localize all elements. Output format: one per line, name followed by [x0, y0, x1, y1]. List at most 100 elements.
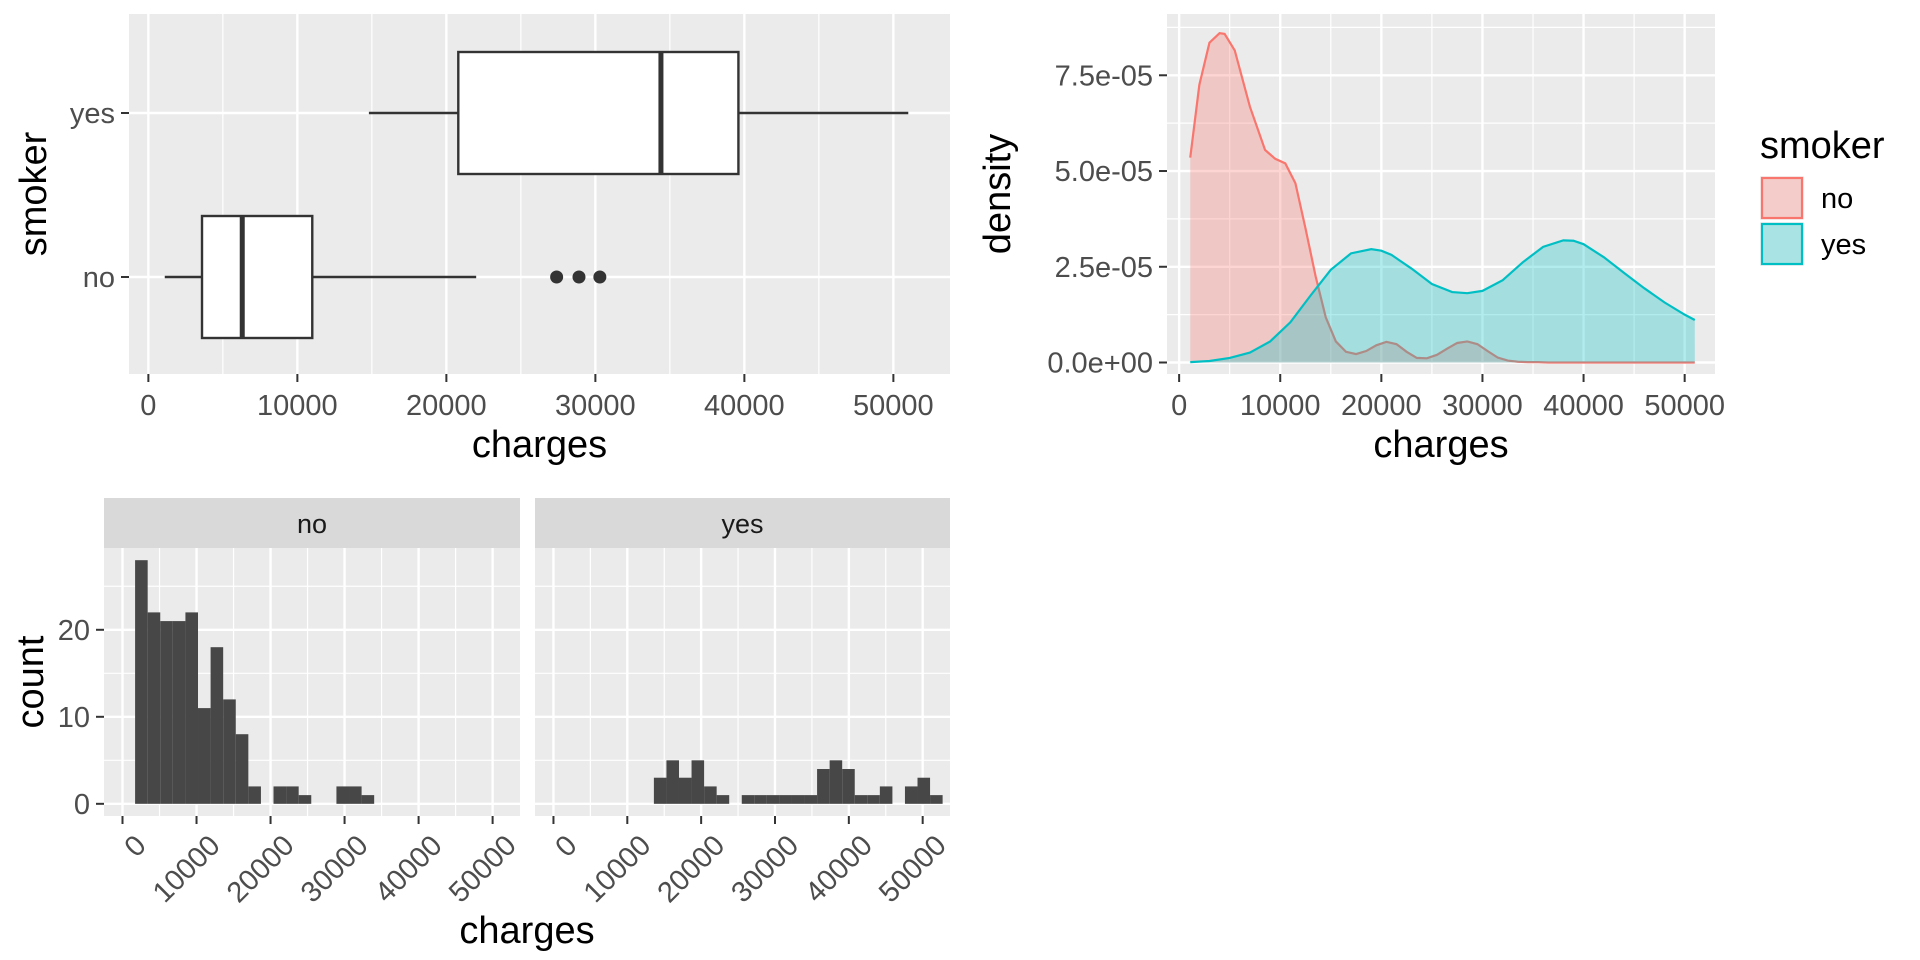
histogram-bar: [678, 777, 692, 804]
histogram-bar: [147, 612, 161, 804]
histogram-bar: [172, 621, 186, 804]
histogram-bar: [273, 786, 287, 804]
box-iqr-rect: [200, 214, 314, 340]
histogram-x-tick-label: 50000: [873, 829, 953, 909]
boxplot-x-tick-label: 30000: [555, 390, 636, 422]
histogram-bar: [766, 795, 780, 804]
histogram-bar: [210, 647, 224, 804]
boxplot-x-tick-label: 0: [140, 390, 156, 422]
density-y-tick-label: 2.5e-05: [1055, 252, 1153, 284]
histogram-bar: [754, 795, 767, 804]
density-x-axis-title: charges: [1373, 424, 1508, 466]
density-area-yes: [1190, 240, 1695, 363]
histogram-bar: [248, 786, 261, 804]
density-series-yes: [1190, 239, 1696, 364]
histogram-x-tick-label: 0: [119, 829, 153, 863]
histogram-x-tick-label: 20000: [221, 829, 301, 909]
histogram-bar: [666, 760, 679, 804]
histogram-bar: [198, 708, 211, 804]
histogram-x-axis-title: charges: [459, 910, 594, 952]
histogram-x-tick-label: 10000: [147, 829, 227, 909]
histogram-x-tick-label: 0: [550, 829, 584, 863]
boxplot-y-tick-label: no: [83, 262, 115, 294]
histogram-bar: [223, 699, 236, 804]
box-yes: [368, 50, 909, 176]
boxplot-x-axis-title: charges: [472, 424, 607, 466]
density-y-tick-label: 5.0e-05: [1055, 156, 1153, 188]
boxplot-x-tick-label: 20000: [406, 390, 487, 422]
boxplot-x-tick-label: 50000: [853, 390, 934, 422]
boxplot-panel: 0 10000 20000 30000 40000 50000 no yes charges sm…: [13, 14, 950, 466]
histogram-bar: [653, 777, 667, 804]
histogram-bar: [716, 795, 730, 804]
legend-key-background: [1760, 222, 1804, 266]
box-outlier-point: [550, 270, 564, 284]
box-no: [164, 214, 607, 340]
histogram-bar: [854, 795, 868, 804]
facet-strip: [104, 498, 520, 548]
density-series-no: [1189, 31, 1695, 364]
histogram-x-tick-label: 20000: [652, 829, 732, 909]
histogram-x-tick-label: 50000: [443, 829, 523, 909]
histogram-panel: no01000020000300004000050000yes010000200…: [10, 498, 953, 952]
histogram-bar: [917, 777, 931, 804]
histogram-bar: [804, 795, 818, 804]
histogram-y-axis-title: count: [10, 635, 52, 728]
histogram-bar: [135, 560, 148, 804]
density-plot-background: [1167, 14, 1715, 374]
density-line-yes: [1190, 239, 1696, 364]
legend-key-background: [1760, 176, 1804, 220]
boxplot-x-tick-label: 40000: [704, 390, 785, 422]
histogram-bar: [298, 795, 312, 804]
density-x-tick-label: 10000: [1240, 390, 1321, 422]
histogram-bar: [235, 734, 249, 804]
density-x-tick-label: 30000: [1442, 390, 1523, 422]
density-panel: 0 10000 20000 30000 40000 50000 0.0e+00 2.5e-05…: [977, 14, 1885, 466]
histogram-bar: [791, 795, 805, 804]
density-x-tick-label: 50000: [1644, 390, 1725, 422]
density-x-tick-label: 0: [1171, 390, 1187, 422]
histogram-x-tick-label: 40000: [799, 829, 879, 909]
histogram-bar: [930, 795, 943, 804]
histogram-bar: [704, 786, 717, 804]
histogram-y-tick-label: 0: [74, 789, 90, 821]
histogram-plot-background: [535, 548, 950, 816]
legend: smoker no yes: [1760, 125, 1885, 266]
histogram-x-tick-label: 10000: [578, 829, 658, 909]
histogram-bar: [691, 760, 705, 804]
legend-key-no: [1760, 176, 1804, 220]
histogram-y-tick-label: 10: [58, 702, 90, 734]
box-iqr-rect: [457, 50, 740, 176]
histogram-y-tick-label: 20: [58, 615, 90, 647]
boxplot-y-axis-title: smoker: [13, 131, 55, 256]
facet-strip-label: yes: [721, 509, 763, 539]
legend-label-yes: yes: [1821, 229, 1866, 261]
histogram-x-tick-label: 30000: [725, 829, 805, 909]
histogram-bar: [741, 795, 755, 804]
histogram-bar: [349, 786, 362, 804]
density-y-axis-title: density: [977, 134, 1019, 254]
histogram-bar: [336, 786, 350, 804]
boxplot-y-tick-label: yes: [70, 98, 115, 130]
density-y-tick-label: 7.5e-05: [1055, 60, 1153, 92]
histogram-bar: [842, 769, 855, 804]
histogram-bar: [361, 795, 375, 804]
box-outlier-point: [593, 270, 607, 284]
density-x-tick-label: 20000: [1341, 390, 1422, 422]
histogram-bar: [286, 786, 299, 804]
histogram-bar: [160, 621, 173, 804]
histogram-bar: [817, 769, 830, 804]
boxplot-x-tick-label: 10000: [257, 390, 338, 422]
density-x-tick-label: 40000: [1543, 390, 1624, 422]
box-outlier-point: [572, 270, 586, 284]
facet-strip-label: no: [297, 509, 327, 539]
legend-title: smoker: [1760, 125, 1885, 167]
legend-key-yes: [1760, 222, 1804, 266]
density-y-tick-label: 0.0e+00: [1047, 348, 1153, 380]
histogram-x-tick-label: 30000: [295, 829, 375, 909]
histogram-bar: [829, 760, 843, 804]
histogram-bar: [779, 795, 792, 804]
